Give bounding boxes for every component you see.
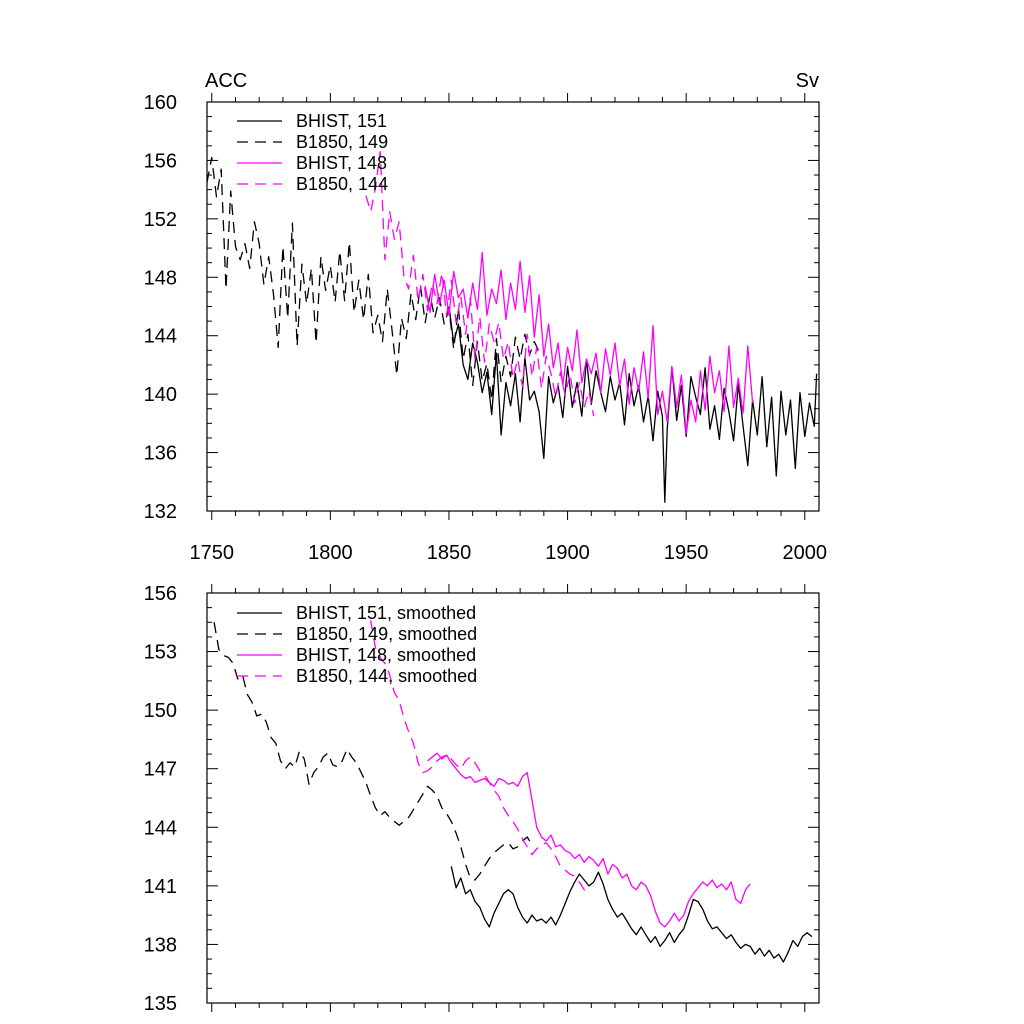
y-tick-label: 153 (144, 642, 177, 664)
legend-label: BHIST, 148, smoothed (296, 645, 476, 665)
y-tick-label: 160 (144, 92, 177, 114)
y-tick-label: 140 (144, 384, 177, 406)
bottom-panel-acc-smoothed: 135 138 141 144 147 150 153 156 BHIST, 151, smoo… (144, 583, 820, 1015)
top-left-label: ACC (205, 70, 247, 92)
y-tick-label: 144 (144, 326, 177, 348)
x-tick-label: 1950 (664, 542, 709, 564)
legend-label: B1850, 149 (296, 132, 388, 152)
top-panel-acc-timeseries: 1750 1800 1850 1900 1950 2000 132 136 140 144 148 1… (144, 92, 827, 564)
legend-label: BHIST, 151 (296, 111, 387, 131)
y-tick-label: 138 (144, 934, 177, 956)
y-tick-label: 150 (144, 700, 177, 722)
legend-label: B1850, 149, smoothed (296, 624, 477, 644)
legend-label: B1850, 144 (296, 174, 388, 194)
series-line-4 (365, 151, 595, 417)
legend-label: B1850, 144, smoothed (296, 666, 477, 686)
series-line-3 (427, 752, 751, 928)
series-line-4 (370, 620, 590, 893)
x-tick-label: 1800 (308, 542, 353, 564)
y-tick-label: 135 (144, 993, 177, 1015)
top-right-label: Sv (796, 70, 819, 92)
series-line-2 (213, 622, 533, 881)
x-tick-label: 1750 (189, 542, 234, 564)
y-tick-label: 144 (144, 817, 177, 839)
x-tick-label: 2000 (783, 542, 828, 564)
series-line-1 (450, 866, 813, 963)
y-tick-label: 147 (144, 759, 177, 781)
y-tick-label: 152 (144, 209, 177, 231)
series-line-1 (448, 306, 818, 503)
y-tick-label: 136 (144, 443, 177, 465)
y-tick-label: 141 (144, 876, 177, 898)
y-tick-label: 156 (144, 583, 177, 605)
y-tick-label: 132 (144, 501, 177, 523)
y-tick-label: 148 (144, 267, 177, 289)
series-line-3 (424, 251, 754, 435)
legend-label: BHIST, 148 (296, 153, 387, 173)
y-tick-label: 156 (144, 150, 177, 172)
series-line-2 (206, 156, 540, 401)
legend-label: BHIST, 151, smoothed (296, 603, 476, 623)
x-tick-label: 1850 (427, 542, 472, 564)
x-tick-label: 1900 (545, 542, 590, 564)
